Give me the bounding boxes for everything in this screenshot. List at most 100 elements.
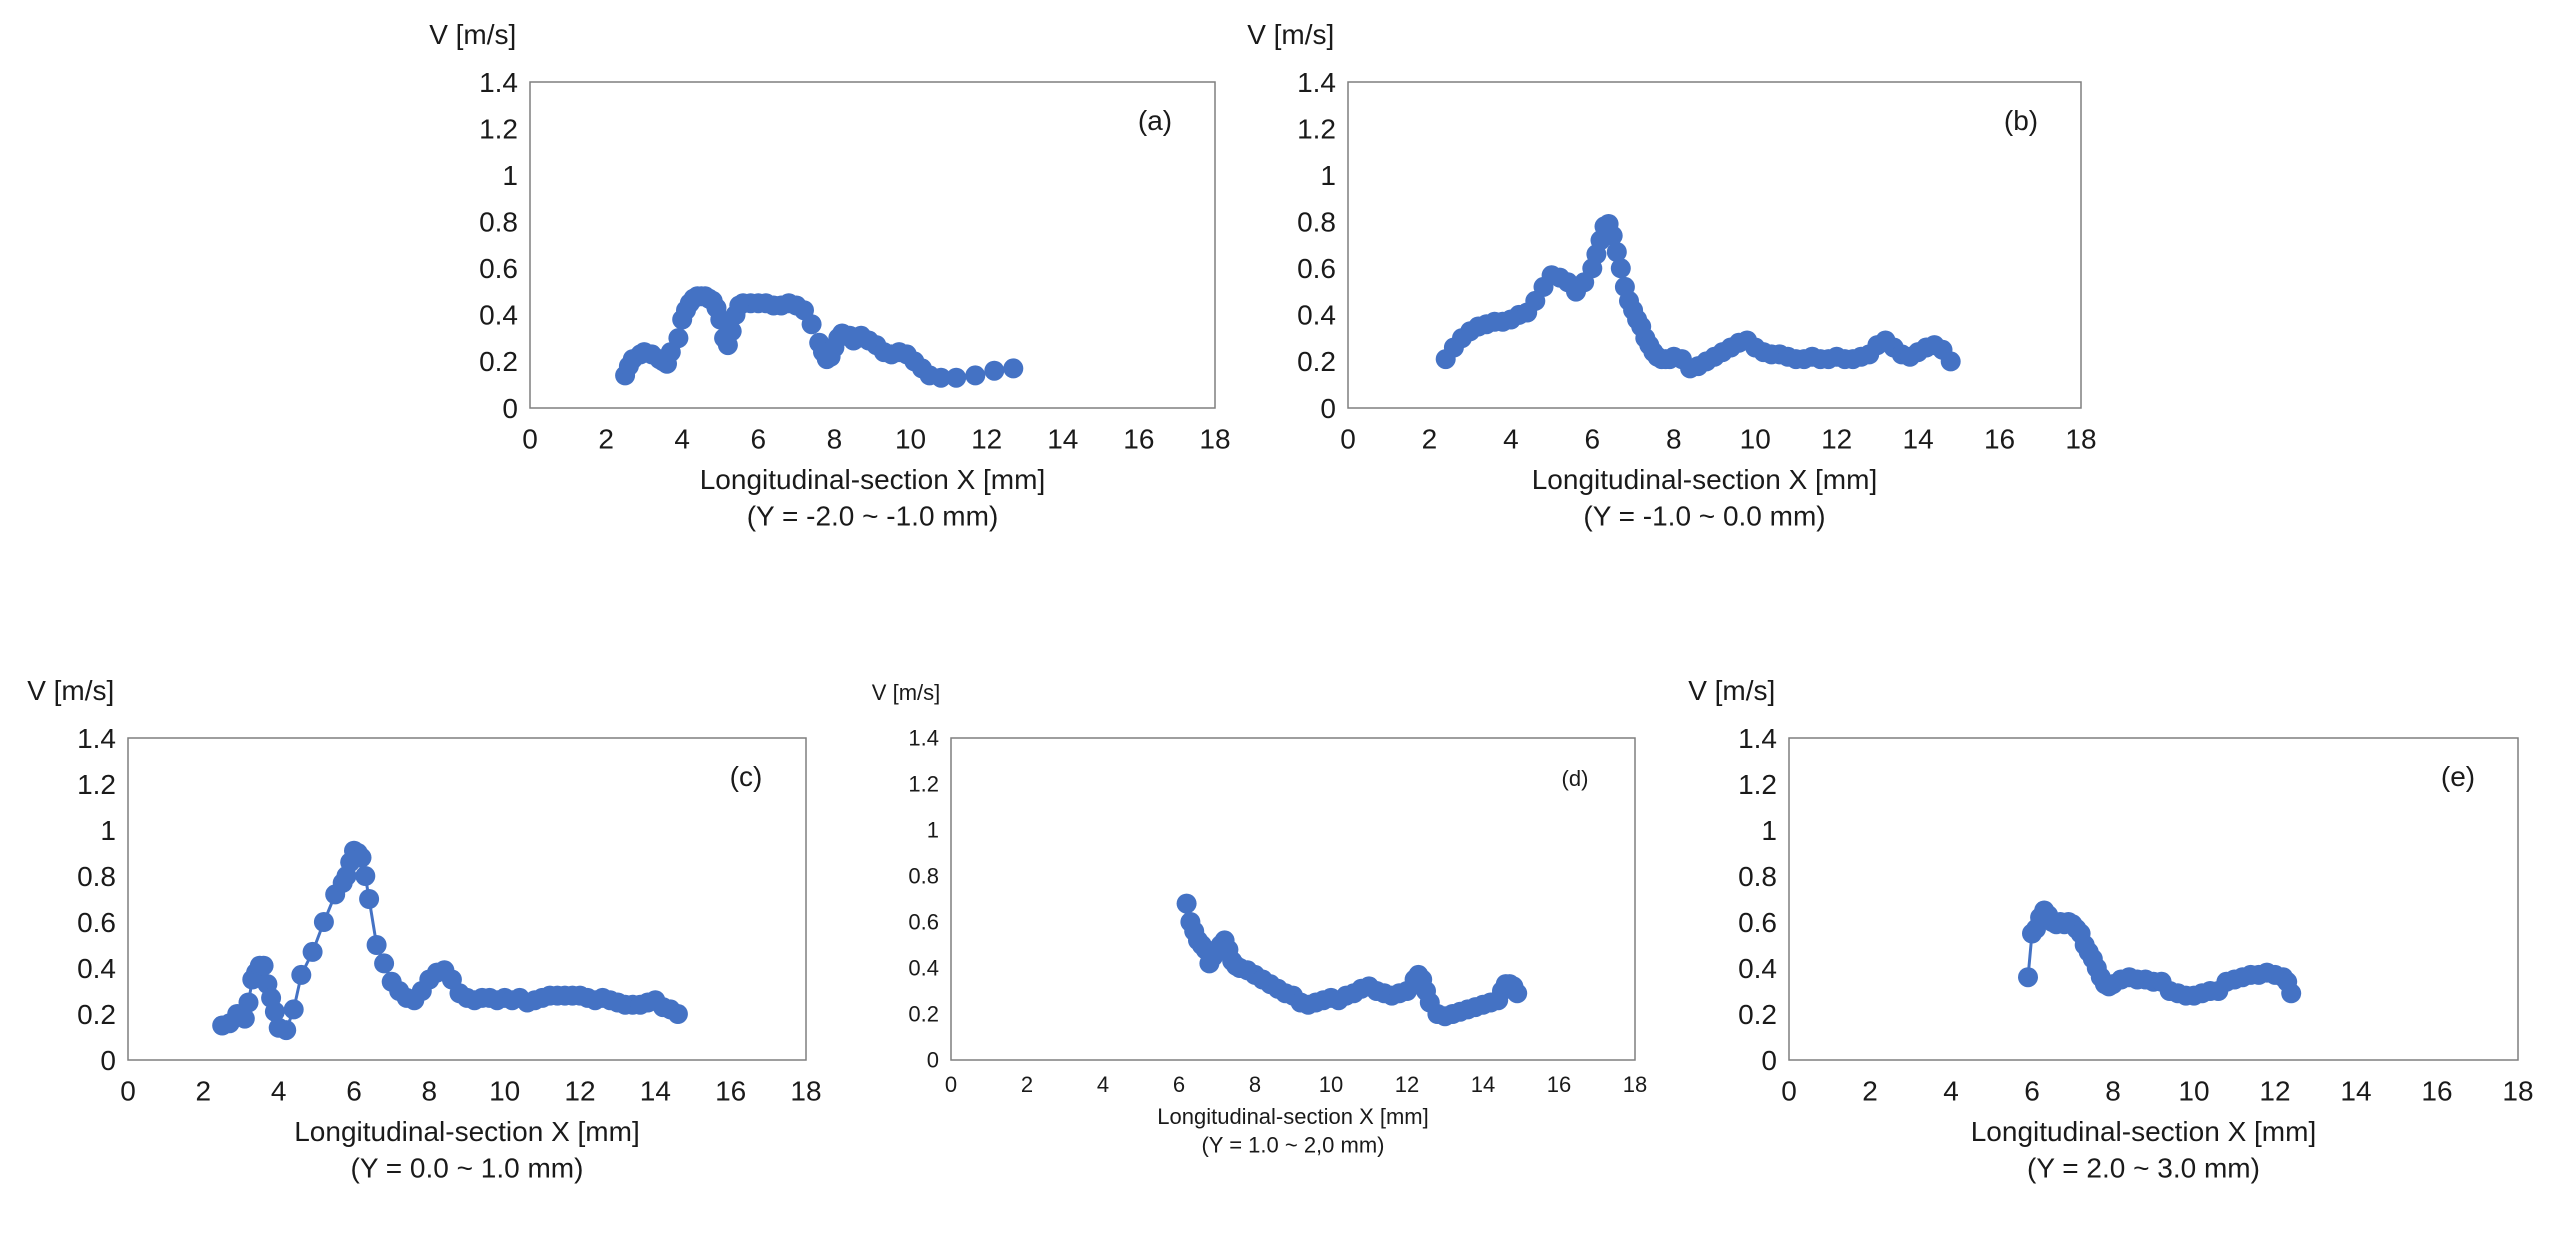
y-tick-label: 1.4 bbox=[1297, 67, 1336, 98]
range-subtitle: (Y = 2.0 ~ 3.0 mm) bbox=[2027, 1153, 2260, 1184]
x-tick-label: 8 bbox=[2105, 1076, 2121, 1107]
data-point bbox=[355, 866, 376, 886]
y-axis-label: V [m/s] bbox=[1247, 19, 1334, 50]
y-tick-label: 0.6 bbox=[1738, 907, 1777, 938]
data-point bbox=[313, 912, 334, 932]
y-axis-label: V [m/s] bbox=[1688, 675, 1775, 706]
x-tick-label: 12 bbox=[564, 1076, 595, 1107]
panel-label: (b) bbox=[2004, 105, 2038, 136]
y-tick-label: 0.2 bbox=[1297, 346, 1336, 377]
y-tick-label: 0.8 bbox=[1738, 861, 1777, 892]
x-tick-label: 16 bbox=[2421, 1076, 2452, 1107]
x-tick-label: 12 bbox=[971, 424, 1002, 455]
x-tick-label: 18 bbox=[2502, 1076, 2533, 1107]
x-tick-label: 18 bbox=[1199, 424, 1230, 455]
y-tick-label: 1 bbox=[1761, 815, 1777, 846]
data-point bbox=[359, 889, 380, 909]
data-point bbox=[1003, 358, 1024, 379]
data-point bbox=[667, 1004, 688, 1024]
y-tick-label: 0.8 bbox=[1297, 207, 1336, 238]
x-tick-label: 10 bbox=[1319, 1072, 1343, 1097]
plot-frame bbox=[127, 737, 807, 1061]
y-tick-label: 0.2 bbox=[479, 346, 518, 377]
x-tick-label: 12 bbox=[1821, 424, 1852, 455]
y-tick-label: 0 bbox=[1761, 1045, 1777, 1076]
x-tick-label: 12 bbox=[1395, 1072, 1419, 1097]
y-axis-label: V [m/s] bbox=[27, 675, 114, 706]
data-point bbox=[2018, 967, 2038, 988]
x-tick-label: 0 bbox=[945, 1072, 957, 1097]
x-tick-label: 16 bbox=[1547, 1072, 1571, 1097]
y-tick-label: 0.6 bbox=[1297, 253, 1336, 284]
y-tick-label: 1 bbox=[1320, 160, 1336, 191]
x-tick-label: 18 bbox=[790, 1076, 821, 1107]
x-tick-label: 4 bbox=[1943, 1076, 1959, 1107]
data-point bbox=[351, 847, 372, 868]
y-tick-label: 0.6 bbox=[77, 907, 116, 938]
y-tick-label: 1.2 bbox=[77, 769, 116, 800]
x-tick-label: 14 bbox=[1471, 1072, 1495, 1097]
x-tick-label: 2 bbox=[1021, 1072, 1033, 1097]
x-tick-label: 4 bbox=[1503, 424, 1519, 455]
x-tick-label: 0 bbox=[522, 424, 538, 455]
y-tick-label: 0.2 bbox=[1738, 999, 1777, 1030]
x-tick-label: 0 bbox=[1340, 424, 1356, 455]
y-tick-label: 0.4 bbox=[479, 300, 518, 331]
data-point bbox=[931, 367, 951, 388]
y-tick-label: 0.2 bbox=[908, 1002, 939, 1027]
y-tick-label: 1 bbox=[100, 815, 116, 846]
panel-label: (a) bbox=[1138, 105, 1172, 136]
x-tick-label: 8 bbox=[422, 1076, 438, 1107]
x-tick-label: 12 bbox=[2259, 1076, 2290, 1107]
y-tick-label: 1 bbox=[927, 818, 939, 843]
y-tick-label: 1.4 bbox=[908, 726, 939, 751]
data-point bbox=[1602, 225, 1623, 246]
x-tick-label: 10 bbox=[1740, 424, 1771, 455]
data-point bbox=[984, 360, 1005, 381]
data-point bbox=[1606, 242, 1627, 262]
y-tick-label: 0.6 bbox=[479, 253, 518, 284]
x-tick-label: 8 bbox=[1666, 424, 1682, 455]
plot-frame bbox=[529, 81, 1216, 409]
chart-panel-c: 0 0.2 0.4 0.6 0.8 1 1.2 1.4 0 2 4 6 8 10 12 14 16 18 V [m/… bbox=[27, 675, 821, 1184]
data-point bbox=[721, 321, 742, 342]
y-tick-label: 0.2 bbox=[77, 999, 116, 1030]
x-axis-label: Longitudinal-section X [mm] bbox=[294, 1116, 640, 1147]
x-axis-label: Longitudinal-section X [mm] bbox=[1157, 1104, 1428, 1129]
x-axis-label: Longitudinal-section X [mm] bbox=[1971, 1116, 2317, 1147]
x-tick-label: 6 bbox=[751, 424, 767, 455]
x-tick-label: 6 bbox=[1173, 1072, 1185, 1097]
x-tick-label: 4 bbox=[674, 424, 690, 455]
data-point bbox=[668, 328, 689, 349]
y-tick-label: 1.2 bbox=[1297, 113, 1336, 144]
x-tick-label: 6 bbox=[1585, 424, 1601, 455]
x-tick-label: 10 bbox=[2178, 1076, 2209, 1107]
x-axis-label: Longitudinal-section X [mm] bbox=[1532, 464, 1878, 495]
chart-panel-a: 0 0.2 0.4 0.6 0.8 1 1.2 1.4 0 2 4 6 8 10 12 14 16 18 V [m/… bbox=[429, 19, 1230, 532]
chart-panel-e: 0 0.2 0.4 0.6 0.8 1 1.2 1.4 0 2 4 6 8 10 12 14 16 18 V [m/… bbox=[1688, 675, 2533, 1184]
data-point bbox=[374, 953, 395, 974]
y-tick-label: 0 bbox=[1320, 393, 1336, 424]
x-tick-label: 14 bbox=[2340, 1076, 2371, 1107]
range-subtitle: (Y = 1.0 ~ 2,0 mm) bbox=[1201, 1132, 1384, 1157]
x-tick-label: 2 bbox=[1862, 1076, 1878, 1107]
x-tick-label: 6 bbox=[2024, 1076, 2040, 1107]
plot-frame bbox=[1347, 81, 2082, 409]
x-tick-label: 14 bbox=[640, 1076, 671, 1107]
x-tick-label: 2 bbox=[1422, 424, 1438, 455]
x-tick-label: 16 bbox=[1123, 424, 1154, 455]
y-tick-label: 1 bbox=[502, 160, 518, 191]
y-tick-label: 0.8 bbox=[77, 861, 116, 892]
y-tick-label: 0 bbox=[927, 1048, 939, 1073]
range-subtitle: (Y = -1.0 ~ 0.0 mm) bbox=[1583, 501, 1825, 532]
panel-label: (c) bbox=[730, 761, 763, 792]
x-tick-label: 0 bbox=[120, 1076, 136, 1107]
data-point bbox=[264, 1001, 285, 1022]
y-tick-label: 0 bbox=[502, 393, 518, 424]
x-tick-label: 6 bbox=[346, 1076, 362, 1107]
data-point bbox=[253, 955, 274, 976]
y-tick-label: 1.2 bbox=[1738, 769, 1777, 800]
data-point bbox=[1176, 893, 1197, 914]
y-tick-label: 1.2 bbox=[908, 772, 939, 797]
